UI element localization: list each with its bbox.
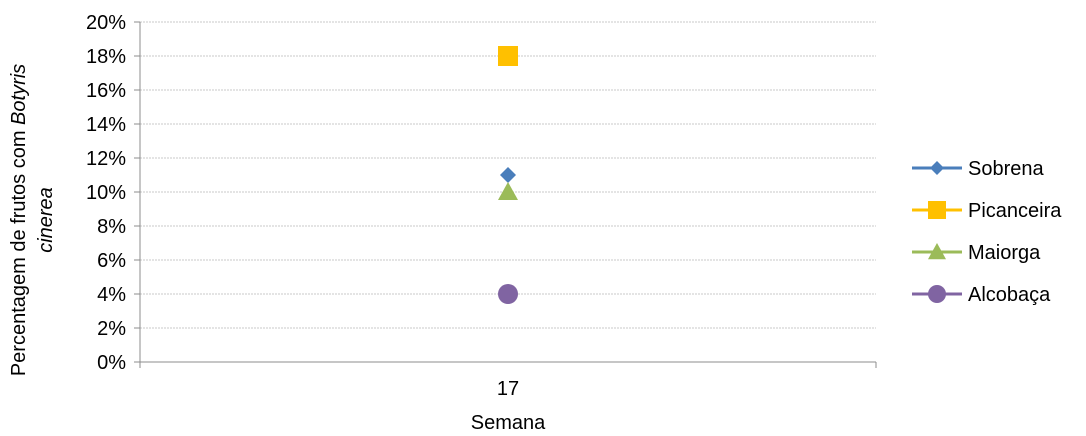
y-tick-label: 10% bbox=[86, 182, 126, 204]
legend-marker-picanceira bbox=[928, 201, 946, 219]
x-tick-label: 17 bbox=[497, 378, 519, 400]
y-tick-label: 12% bbox=[86, 148, 126, 170]
y-tick-label: 20% bbox=[86, 12, 126, 34]
legend-marker-alcoba-a bbox=[928, 285, 946, 303]
legend-label-sobrena: Sobrena bbox=[968, 158, 1044, 180]
y-tick-label: 14% bbox=[86, 114, 126, 136]
legend-label-alcoba-a: Alcobaça bbox=[968, 284, 1051, 306]
y-tick-label: 8% bbox=[97, 216, 126, 238]
legend-label-maiorga: Maiorga bbox=[968, 242, 1041, 264]
y-tick-labels: 0% 2% 4% 6% 8% 10% 12% 14% 16% 18% 20% bbox=[86, 12, 140, 374]
data-point-picanceira bbox=[498, 46, 518, 66]
y-tick-label: 16% bbox=[86, 80, 126, 102]
legend: Sobrena Picanceira Maiorga Alcobaça bbox=[912, 158, 1062, 306]
y-axis-title-part-2: Botyris bbox=[8, 64, 30, 125]
y-tick-label: 6% bbox=[97, 250, 126, 272]
legend-marker-sobrena bbox=[930, 161, 944, 175]
data-point-alcoba-a bbox=[498, 284, 518, 304]
y-axis-title: Percentagem de frutos com Botyris cinere… bbox=[8, 64, 57, 376]
y-tick-label: 0% bbox=[97, 352, 126, 374]
data-points bbox=[498, 46, 518, 304]
x-axis-title: Semana bbox=[471, 412, 546, 434]
y-tick-label: 4% bbox=[97, 284, 126, 306]
svg-text:Percentagem de frutos com Boty: Percentagem de frutos com Botyris bbox=[8, 64, 30, 376]
legend-label-picanceira: Picanceira bbox=[968, 200, 1062, 222]
y-tick-label: 2% bbox=[97, 318, 126, 340]
y-axis-title-part-1: Percentagem de frutos com bbox=[8, 125, 30, 376]
y-axis-title-line-2: cinerea bbox=[35, 187, 57, 253]
data-point-sobrena bbox=[500, 167, 516, 183]
y-tick-label: 18% bbox=[86, 46, 126, 68]
legend-marker-maiorga bbox=[928, 243, 946, 260]
data-point-maiorga bbox=[498, 182, 518, 200]
